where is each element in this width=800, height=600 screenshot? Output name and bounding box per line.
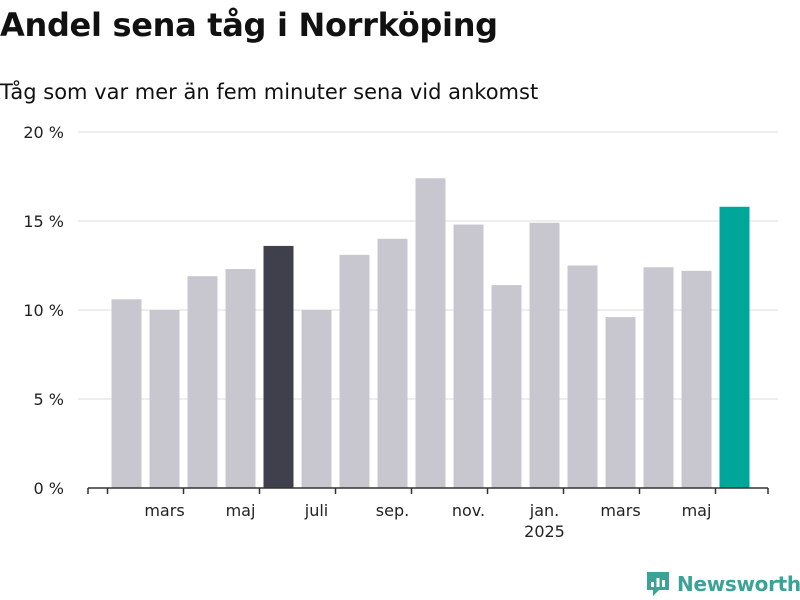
bar (149, 310, 180, 488)
x-tick-label: juli (304, 501, 328, 520)
bar (453, 224, 484, 488)
bar (605, 317, 636, 488)
bar (377, 238, 408, 488)
x-tick-label: maj (226, 501, 256, 520)
y-tick-label: 20 % (23, 123, 64, 142)
y-axis-labels: 0 % 5 % 10 % 15 % 20 % (23, 123, 64, 498)
x-tick-label: jan. (529, 501, 559, 520)
x-tick-label: sep. (376, 501, 409, 520)
bar (643, 267, 674, 488)
bar (111, 299, 142, 488)
bars (111, 178, 750, 488)
newsworthy-logo-icon (647, 572, 669, 596)
bar (567, 265, 598, 488)
brand-logo: Newsworthy (645, 570, 800, 598)
x-tick-label: nov. (452, 501, 485, 520)
x-tick-label: mars (144, 501, 184, 520)
y-tick-label: 15 % (23, 212, 64, 231)
bar (719, 206, 750, 488)
y-tick-label: 5 % (34, 390, 64, 409)
y-tick-label: 10 % (23, 301, 64, 320)
bar (263, 245, 294, 488)
y-tick-label: 0 % (34, 479, 64, 498)
x-tick-label: mars (600, 501, 640, 520)
bar (187, 276, 218, 488)
bar (301, 310, 332, 488)
bar (681, 270, 712, 488)
x-tick-sublabel: 2025 (524, 522, 565, 541)
brand-name: Newsworthy (677, 572, 800, 596)
x-axis: mars maj juli sep. nov. jan. 2025 mars maj (87, 487, 769, 541)
chart-title: Andel sena tåg i Norrköping (0, 6, 498, 44)
bar (415, 178, 446, 488)
bar (339, 254, 370, 488)
bar (529, 222, 560, 488)
x-tick-label: maj (682, 501, 712, 520)
bar (225, 269, 256, 488)
bar (491, 285, 522, 488)
chart-subtitle: Tåg som var mer än fem minuter sena vid … (0, 80, 539, 104)
